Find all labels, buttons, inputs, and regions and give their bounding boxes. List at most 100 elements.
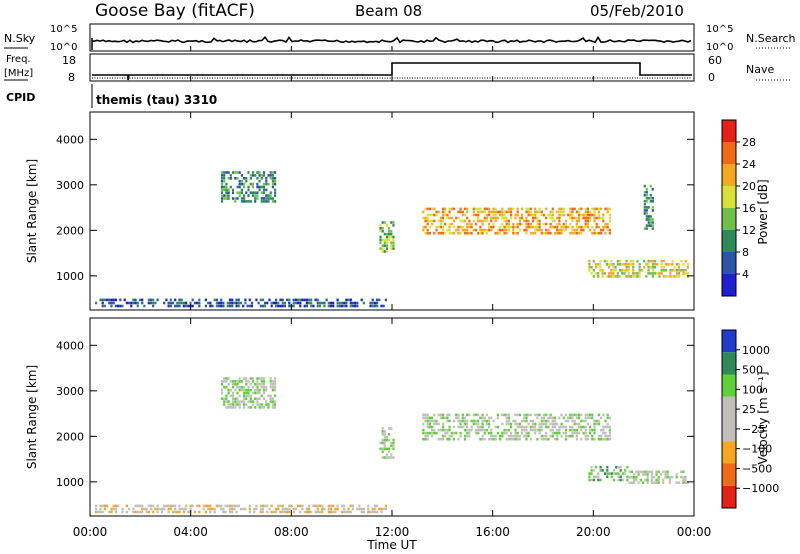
power-echo-cell	[299, 298, 302, 302]
power-echo-cell	[103, 304, 106, 308]
velocity-echo-cell	[682, 478, 685, 482]
velocity-echo-cell	[149, 504, 153, 508]
velocity-echo-cell	[388, 447, 391, 451]
velocity-echo-cell	[514, 413, 517, 417]
power-echo-cell	[459, 225, 462, 229]
power-echo-cell	[442, 228, 445, 232]
power-echo-cell	[474, 228, 478, 232]
power-echo-cell	[227, 188, 230, 192]
power-echo-cell	[171, 301, 175, 305]
power-echo-cell	[527, 219, 530, 223]
freq-label: Freq.	[6, 54, 31, 65]
velocity-echo-cell	[392, 447, 395, 451]
velocity-echo-cell	[251, 377, 255, 380]
power-echo-cell	[369, 301, 372, 305]
velocity-colorbar-tick-label: 500	[742, 364, 763, 377]
velocity-echo-cell	[608, 434, 611, 438]
power-echo-cell	[562, 210, 565, 214]
velocity-echo-cell	[547, 437, 550, 441]
power-echo-cell	[510, 216, 513, 220]
power-echo-cell	[490, 216, 493, 220]
velocity-echo-cell	[251, 403, 255, 406]
velocity-echo-cell	[256, 385, 259, 389]
velocity-echo-cell	[531, 419, 535, 423]
power-echo-cell	[582, 228, 585, 232]
power-echo-cell	[553, 231, 557, 235]
power-echo-cell	[472, 207, 475, 211]
power-echo-cell	[627, 269, 630, 272]
velocity-echo-cell	[381, 427, 384, 430]
power-echo-cell	[494, 213, 497, 217]
velocity-echo-cell	[160, 507, 164, 511]
power-echo-cell	[470, 225, 473, 229]
velocity-echo-cell	[668, 478, 671, 482]
power-echo-cell	[516, 225, 519, 229]
power-echo-cell	[564, 222, 568, 226]
power-echo-cell	[608, 216, 611, 220]
velocity-echo-cell	[258, 406, 261, 409]
power-echo-cell	[645, 275, 648, 278]
velocity-echo-cell	[444, 431, 447, 435]
power-echo-cell	[573, 231, 576, 235]
velocity-colorbar-tick-label: −25	[742, 423, 765, 436]
power-echo-cell	[141, 301, 144, 305]
power-echo-cell	[649, 218, 652, 221]
power-echo-cell	[250, 301, 254, 305]
power-echo-cell	[279, 298, 282, 302]
power-echo-cell	[658, 272, 661, 275]
power-echo-cell	[636, 275, 639, 278]
power-echo-cell	[582, 225, 585, 229]
velocity-echo-cell	[249, 377, 252, 380]
velocity-echo-cell	[503, 431, 506, 435]
velocity-echo-cell	[677, 481, 680, 484]
power-echo-cell	[647, 224, 650, 227]
power-echo-cell	[505, 216, 508, 220]
velocity-echo-cell	[97, 510, 100, 514]
power-echo-cell	[459, 210, 462, 214]
velocity-echo-cell	[534, 431, 537, 435]
velocity-echo-cell	[383, 441, 386, 445]
power-echo-cell	[379, 227, 382, 230]
power-echo-cell	[645, 263, 648, 266]
velocity-echo-cell	[235, 510, 238, 514]
velocity-echo-cell	[626, 475, 629, 479]
time-tick-label: 04:00	[173, 525, 208, 539]
power-echo-cell	[479, 210, 482, 214]
power-echo-cell	[647, 221, 650, 224]
power-echo-cell	[336, 301, 339, 305]
power-echo-cell	[479, 207, 482, 211]
velocity-echo-cell	[222, 507, 225, 511]
freq-top: 18	[62, 54, 76, 67]
beam-title: Beam 08	[355, 2, 422, 20]
power-echo-cell	[459, 219, 462, 223]
velocity-echo-cell	[472, 413, 475, 417]
velocity-echo-cell	[597, 419, 600, 423]
power-echo-cell	[256, 197, 259, 200]
velocity-echo-cell	[512, 419, 515, 423]
velocity-echo-cell	[255, 507, 258, 511]
velocity-echo-cell	[426, 419, 429, 423]
power-echo-cell	[247, 200, 250, 203]
velocity-echo-cell	[223, 400, 226, 403]
velocity-echo-cell	[351, 504, 354, 508]
velocity-echo-cell	[551, 416, 554, 420]
power-echo-cell	[588, 259, 591, 263]
power-echo-cell	[381, 250, 384, 253]
velocity-echo-cell	[461, 413, 464, 417]
velocity-echo-cell	[444, 428, 447, 432]
velocity-echo-cell	[590, 469, 593, 472]
velocity-echo-cell	[349, 504, 352, 508]
power-echo-cell	[542, 222, 546, 226]
power-echo-cell	[496, 216, 499, 220]
velocity-echo-cell	[371, 510, 374, 514]
velocity-echo-cell	[303, 510, 306, 514]
velocity-echo-cell	[564, 425, 568, 429]
power-echo-cell	[452, 219, 456, 223]
power-echo-cell	[625, 263, 628, 266]
velocity-echo-cell	[271, 397, 274, 400]
power-echo-cell	[472, 228, 475, 232]
velocity-echo-cell	[450, 434, 453, 438]
power-echo-cell	[299, 301, 302, 305]
power-echo-cell	[223, 185, 226, 189]
power-echo-cell	[223, 177, 226, 180]
